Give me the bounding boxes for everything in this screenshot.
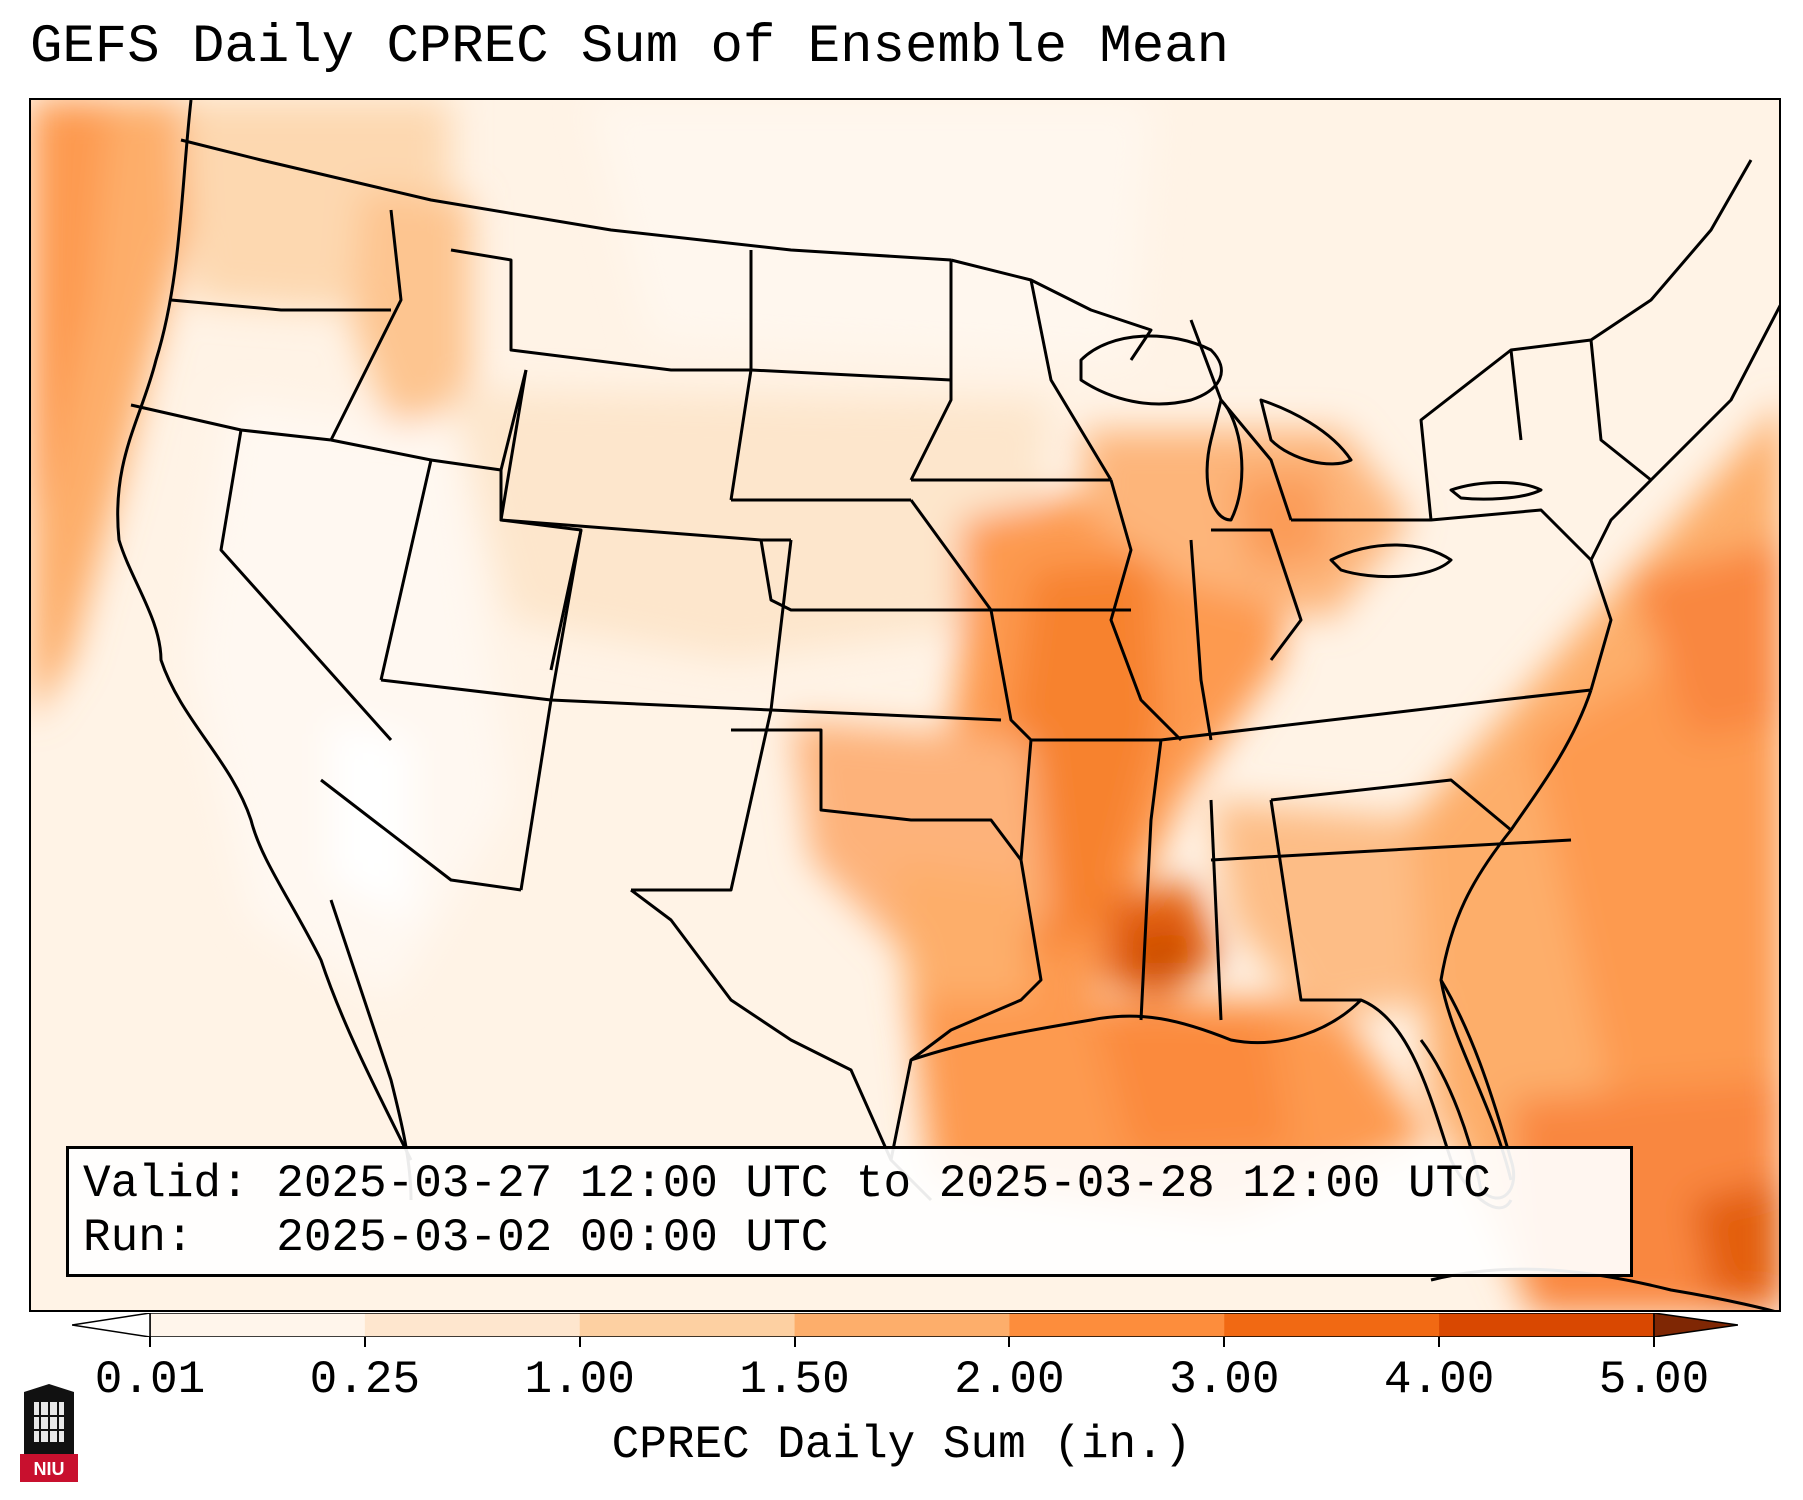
colorbar-tick-label: 3.00 [1169, 1354, 1280, 1406]
colorbar-tick-label: 0.25 [309, 1354, 421, 1406]
colorbar-tick-label: 1.00 [524, 1354, 635, 1406]
niu-logo: NIU [20, 1384, 78, 1482]
colorbar-tick-mark [1223, 1337, 1226, 1347]
run-time: Run: 2025-03-02 00:00 UTC [83, 1212, 829, 1264]
colorbar-tick-label: 4.00 [1383, 1354, 1495, 1406]
colorbar-segments [149, 1313, 1655, 1337]
colorbar-tick-mark [793, 1337, 796, 1347]
colorbar-tick-mark [1438, 1337, 1441, 1347]
colorbar-tick-label: 1.50 [739, 1354, 850, 1406]
colorbar [72, 1313, 1738, 1337]
map-title: GEFS Daily CPREC Sum of Ensemble Mean [30, 17, 1229, 78]
precipitation-map [29, 98, 1781, 1312]
colorbar-extend-max [1653, 1313, 1738, 1337]
colorbar-tick-mark [1653, 1337, 1655, 1347]
colorbar-tick-label: 0.01 [94, 1354, 206, 1406]
colorbar-extend-min [72, 1313, 151, 1337]
valid-time: Valid: 2025-03-27 12:00 UTC to 2025-03-2… [83, 1158, 1491, 1210]
colorbar-tick-label: 2.00 [954, 1354, 1065, 1406]
svg-text:NIU: NIU [34, 1459, 65, 1479]
colorbar-segment [794, 1313, 1010, 1337]
colorbar-segment [579, 1313, 796, 1337]
info-box: Valid: 2025-03-27 12:00 UTC to 2025-03-2… [66, 1146, 1633, 1277]
colorbar-tick-mark [149, 1337, 151, 1347]
boundaries [116, 100, 1779, 1310]
colorbar-segment [1439, 1313, 1655, 1337]
colorbar-segment [1009, 1313, 1225, 1337]
colorbar-segment [364, 1313, 581, 1337]
colorbar-tick-mark [363, 1337, 366, 1347]
colorbar-tick-label: 5.00 [1598, 1354, 1710, 1406]
map-canvas [31, 100, 1779, 1310]
colorbar-tick-mark [1008, 1337, 1011, 1347]
colorbar-segment [150, 1313, 366, 1337]
colorbar-label: CPREC Daily Sum (in.) [611, 1419, 1192, 1471]
colorbar-tick-mark [578, 1337, 581, 1347]
colorbar-segment [1224, 1313, 1440, 1337]
